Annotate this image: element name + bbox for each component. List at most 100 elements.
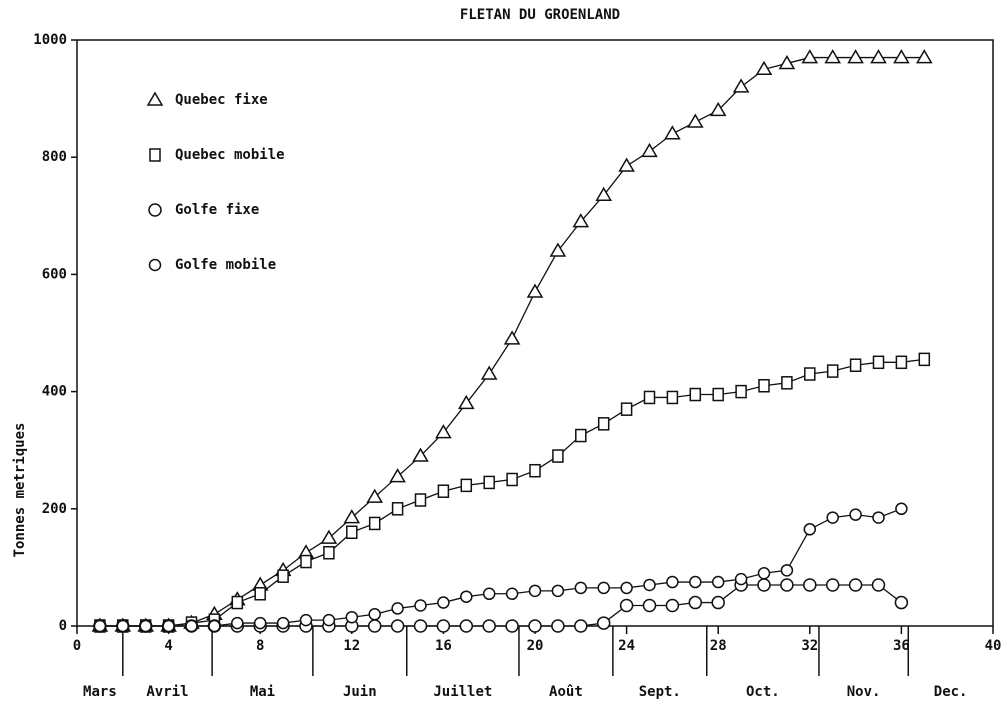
marker <box>895 355 908 370</box>
marker <box>148 258 162 272</box>
marker <box>575 428 587 443</box>
marker <box>146 91 164 106</box>
x-tick-label: 12 <box>343 638 360 654</box>
marker <box>781 376 793 390</box>
marker <box>389 468 406 483</box>
marker <box>872 511 885 524</box>
month-label: Avril <box>146 684 188 700</box>
marker <box>893 49 910 64</box>
x-tick-label: 8 <box>256 638 264 654</box>
x-tick-label: 20 <box>527 638 544 654</box>
marker <box>803 523 817 536</box>
marker <box>93 619 107 633</box>
x-tick-label: 36 <box>893 638 910 654</box>
marker <box>414 599 427 612</box>
marker <box>482 619 496 633</box>
marker <box>597 581 610 595</box>
y-tick-label: 800 <box>42 149 67 165</box>
legend-label: Golfe fixe <box>175 202 259 218</box>
marker <box>460 590 473 603</box>
marker <box>732 78 750 93</box>
marker <box>437 484 450 498</box>
marker <box>345 610 359 624</box>
marker <box>139 619 152 633</box>
x-tick-label: 4 <box>164 638 172 654</box>
marker <box>711 575 725 589</box>
x-tick-label: 0 <box>73 638 81 654</box>
marker <box>551 584 565 598</box>
marker <box>895 502 908 516</box>
marker <box>549 242 567 257</box>
marker <box>620 402 633 416</box>
y-axis-label: Tonnes metriques <box>12 423 28 558</box>
marker <box>368 608 381 621</box>
marker <box>343 509 361 524</box>
marker <box>758 378 770 393</box>
marker <box>734 572 748 586</box>
marker <box>162 619 175 633</box>
y-tick-label: 600 <box>42 266 67 282</box>
month-label: Oct. <box>746 684 780 700</box>
marker <box>643 390 656 405</box>
x-tick-label: 32 <box>801 638 818 654</box>
marker <box>528 584 542 598</box>
marker <box>755 60 773 76</box>
marker <box>665 598 680 613</box>
marker <box>412 447 429 462</box>
marker <box>480 365 498 380</box>
marker <box>849 508 862 521</box>
marker <box>413 619 428 633</box>
marker <box>414 493 427 507</box>
marker <box>231 595 244 610</box>
marker <box>506 472 518 487</box>
marker <box>871 578 886 592</box>
marker <box>803 578 817 592</box>
marker <box>596 616 611 630</box>
marker <box>847 49 864 64</box>
marker <box>526 283 544 298</box>
y-tick-label: 400 <box>42 384 67 400</box>
marker <box>757 567 771 580</box>
marker <box>368 516 381 531</box>
marker <box>712 387 724 402</box>
marker <box>322 613 336 627</box>
chart-title: FLETAN DU GROENLAND <box>460 7 620 23</box>
marker <box>148 203 162 217</box>
marker <box>551 619 565 633</box>
marker <box>572 213 590 228</box>
marker <box>528 619 542 633</box>
marker <box>666 390 679 405</box>
marker <box>529 463 541 478</box>
marker <box>664 125 681 140</box>
marker <box>435 424 452 439</box>
month-label: Sept. <box>639 684 681 700</box>
marker <box>826 511 839 524</box>
x-tick-label: 28 <box>710 638 727 654</box>
x-tick-label: 16 <box>435 638 452 654</box>
marker <box>436 619 451 633</box>
marker <box>825 578 840 592</box>
legend-label: Golfe mobile <box>175 257 276 273</box>
y-tick-label: 1000 <box>33 32 67 48</box>
marker <box>367 619 382 633</box>
marker <box>231 616 244 630</box>
marker <box>711 595 725 610</box>
marker <box>849 358 862 372</box>
marker <box>208 619 221 633</box>
month-label: Mai <box>250 684 275 700</box>
plot-frame <box>76 39 994 627</box>
marker <box>505 619 519 633</box>
marker <box>299 613 313 627</box>
marker <box>460 478 473 493</box>
marker <box>390 619 405 633</box>
marker <box>391 502 404 516</box>
marker <box>483 475 495 490</box>
marker <box>300 554 312 569</box>
marker <box>457 394 475 410</box>
marker <box>323 546 335 560</box>
marker <box>277 569 289 583</box>
marker <box>642 598 657 613</box>
x-tick-label: 40 <box>985 638 1002 654</box>
series-line <box>99 358 925 627</box>
